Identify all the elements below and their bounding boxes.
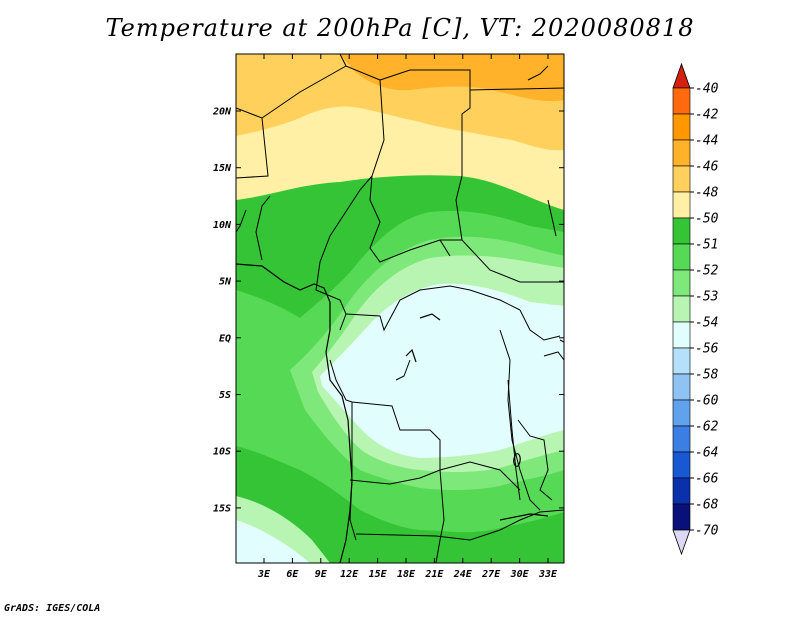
colorbar-label: -50 bbox=[695, 212, 719, 227]
lon-tick-label: 12E bbox=[340, 569, 359, 580]
lat-tick-label: 20N bbox=[212, 107, 232, 118]
colorbar-segment bbox=[672, 165, 691, 193]
lat-tick-label: 5N bbox=[219, 277, 232, 288]
colorbar-segment bbox=[672, 113, 691, 141]
colorbar-label: -68 bbox=[695, 498, 719, 513]
colorbar: -40 -42 -44 -46 -48 -50 -51 -52 -53 -54 -56 -58 -60 -… bbox=[672, 62, 719, 556]
east-coast-lakes bbox=[507, 65, 564, 501]
lat-tick-label: 10N bbox=[213, 220, 232, 231]
colorbar-segment bbox=[672, 347, 691, 375]
lat-tick-label: 10S bbox=[213, 447, 231, 458]
field-patch--54 bbox=[236, 496, 330, 563]
colorbar-label: -66 bbox=[695, 472, 719, 487]
colorbar-segment bbox=[672, 399, 691, 427]
colorbar-segment bbox=[672, 373, 691, 401]
lon-tick-label: 30E bbox=[510, 569, 530, 580]
lat-tick-label: 15S bbox=[213, 503, 231, 514]
colorbar-label: -70 bbox=[695, 524, 719, 539]
colorbar-label: -60 bbox=[695, 394, 719, 409]
colorbar-segment bbox=[672, 321, 691, 349]
atlantic-coastline bbox=[236, 263, 353, 563]
colorbar-segment bbox=[672, 217, 691, 245]
colorbar-label: -54 bbox=[695, 316, 718, 331]
lat-tick-label: 15N bbox=[213, 163, 232, 174]
temperature-field bbox=[236, 54, 564, 563]
colorbar-label: -53 bbox=[695, 290, 718, 305]
lon-tick-label: 6E bbox=[286, 569, 299, 580]
lon-tick-label: 15E bbox=[369, 569, 388, 580]
colorbar-segment bbox=[672, 191, 691, 219]
colorbar-label: -48 bbox=[695, 186, 719, 201]
longitude-axis: 3E 6E 9E 12E 15E 18E 21E 24E 27E 30E 33E bbox=[257, 54, 558, 580]
colorbar-label: -62 bbox=[695, 420, 719, 435]
lon-tick-label: 9E bbox=[315, 569, 328, 580]
colorbar-label: -40 bbox=[695, 82, 719, 97]
lon-tick-label: 24E bbox=[453, 569, 473, 580]
colorbar-segment bbox=[672, 139, 691, 167]
colorbar-label: -42 bbox=[695, 108, 719, 123]
colorbar-segment bbox=[672, 425, 691, 453]
lat-tick-label: EQ bbox=[219, 333, 231, 344]
lon-tick-label: 18E bbox=[397, 569, 416, 580]
field-band--56 bbox=[320, 283, 564, 458]
lakes bbox=[405, 313, 549, 521]
colorbar-segment bbox=[672, 477, 691, 505]
colorbar-segment bbox=[672, 503, 691, 531]
colorbar-segment bbox=[672, 451, 691, 479]
colorbar-label: -44 bbox=[695, 134, 718, 149]
map-frame bbox=[235, 53, 565, 564]
colorbar-segment bbox=[672, 243, 691, 271]
colorbar-segment bbox=[672, 87, 691, 115]
lat-tick-label: 5S bbox=[219, 390, 231, 401]
lon-tick-label: 33E bbox=[538, 569, 558, 580]
map-title: Temperature at 200hPa [C], VT: 202008081… bbox=[105, 14, 695, 42]
colorbar-bottom-arrow bbox=[672, 529, 691, 556]
colorbar-segment bbox=[672, 269, 691, 297]
colorbar-label: -46 bbox=[695, 160, 719, 175]
colorbar-label: -56 bbox=[695, 342, 719, 357]
country-borders bbox=[236, 54, 564, 563]
lon-tick-label: 21E bbox=[424, 569, 444, 580]
colorbar-top-arrow bbox=[672, 62, 691, 89]
lon-tick-label: 27E bbox=[481, 569, 501, 580]
colorbar-label: -51 bbox=[695, 238, 718, 253]
colorbar-segment bbox=[672, 295, 691, 323]
colorbar-label: -58 bbox=[695, 368, 719, 383]
footer-credit: GrADS: IGES/COLA bbox=[4, 603, 101, 614]
lon-tick-label: 3E bbox=[257, 569, 271, 580]
colorbar-label: -64 bbox=[695, 446, 718, 461]
latitude-axis: 20N 15N 10N 5N EQ 5S 10S 15S bbox=[212, 107, 564, 514]
field-patch--56 bbox=[236, 520, 310, 563]
colorbar-label: -52 bbox=[695, 264, 719, 279]
